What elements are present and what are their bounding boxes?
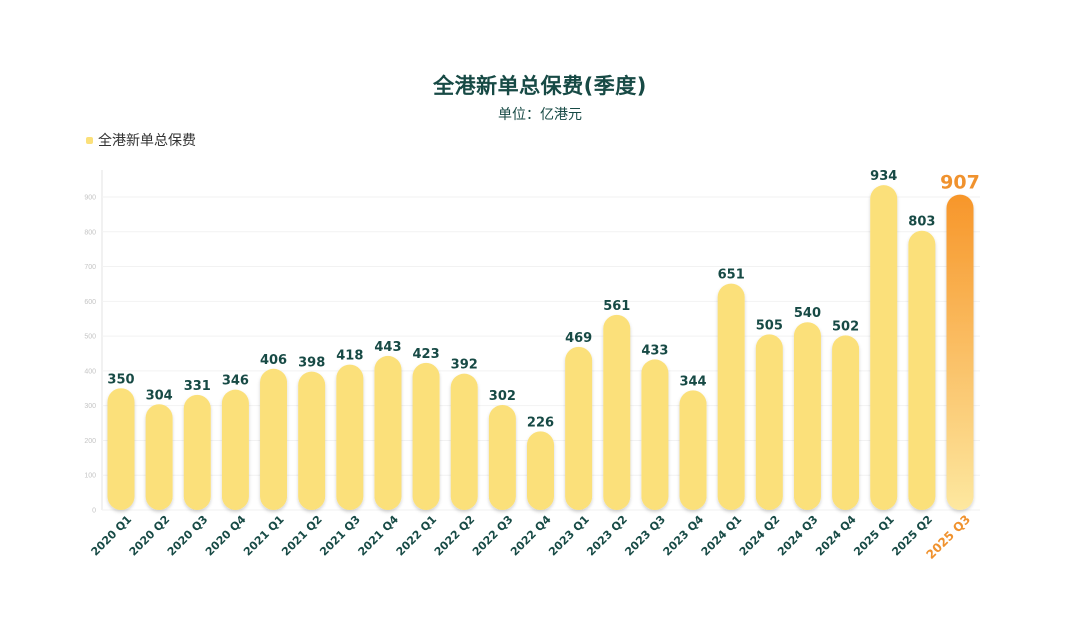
x-tick-label: 2023 Q2	[584, 513, 630, 559]
bar-2020-q4	[221, 389, 249, 510]
bar-2021-q2	[298, 371, 326, 510]
bar-2023-q1	[565, 346, 593, 510]
x-tick-label: 2024 Q1	[699, 513, 745, 559]
data-label: 433	[641, 343, 668, 358]
x-tick-label: 2022 Q3	[470, 513, 516, 559]
x-tick-label: 2020 Q4	[203, 513, 249, 559]
bar-2022-q3	[488, 404, 516, 510]
legend-label: 全港新单总保费	[98, 133, 196, 149]
x-tick-label: 2020 Q1	[89, 513, 135, 559]
bar-2024-q2	[755, 334, 783, 510]
bar-2021-q4	[374, 355, 402, 510]
data-label: 502	[832, 319, 859, 334]
bar-2021-q3	[336, 364, 364, 510]
data-label: 226	[527, 415, 554, 430]
data-label: 540	[794, 306, 821, 321]
x-tick-label: 2022 Q4	[508, 513, 554, 559]
legend: 全港新单总保费	[86, 130, 196, 150]
y-tick-label: 200	[84, 438, 96, 445]
bar-2023-q3	[641, 359, 669, 510]
data-label: 304	[146, 388, 173, 403]
y-tick-label: 900	[84, 195, 96, 202]
bar-2020-q3	[183, 394, 211, 510]
y-tick-label: 100	[84, 473, 96, 480]
bar-2020-q1	[107, 388, 135, 510]
bar-2023-q2	[603, 314, 631, 510]
data-label: 392	[451, 358, 478, 373]
data-label: 803	[908, 215, 935, 230]
x-tick-label: 2021 Q4	[356, 513, 402, 559]
data-label: 344	[679, 374, 706, 389]
data-label: 561	[603, 299, 630, 314]
data-label: 651	[718, 268, 745, 283]
x-tick-label: 2021 Q1	[241, 513, 287, 559]
y-tick-label: 400	[84, 368, 96, 375]
data-label: 346	[222, 374, 249, 389]
y-tick-label: 600	[84, 299, 96, 306]
bar-2022-q1	[412, 362, 440, 510]
chart-subtitle: 单位：亿港元	[498, 107, 582, 123]
bar-2025-q2	[908, 230, 936, 511]
data-label: 398	[298, 356, 325, 371]
x-tick-label: 2023 Q4	[661, 513, 707, 559]
x-tick-label: 2021 Q3	[317, 513, 363, 559]
x-tick-label: 2024 Q3	[775, 513, 821, 559]
y-tick-label: 0	[92, 508, 96, 515]
chart-title: 全港新单总保费(季度)	[433, 74, 647, 98]
y-tick-label: 800	[84, 229, 96, 236]
bar-2021-q1	[260, 368, 288, 510]
x-tick-label: 2022 Q2	[432, 513, 478, 559]
bar-2025-q1	[870, 185, 898, 511]
data-label: 418	[336, 349, 363, 364]
data-label: 302	[489, 389, 516, 404]
data-label: 350	[107, 372, 134, 387]
x-tick-label: 2020 Q2	[127, 513, 173, 559]
data-label: 907	[940, 172, 980, 194]
x-tick-label: 2025 Q1	[851, 513, 897, 559]
bar-2024-q1	[717, 283, 745, 510]
x-tick-label: 2021 Q2	[279, 513, 325, 559]
data-label: 443	[374, 340, 401, 355]
data-label: 505	[756, 318, 783, 333]
x-tick-label: 2023 Q3	[622, 513, 668, 559]
x-tick-label: 2022 Q1	[394, 513, 440, 559]
x-tick-label: 2023 Q1	[546, 513, 592, 559]
data-label: 934	[870, 169, 897, 184]
data-label: 406	[260, 353, 287, 368]
bar-2024-q3	[793, 322, 821, 510]
y-tick-label: 500	[84, 334, 96, 341]
bar-2022-q2	[450, 373, 478, 510]
bar-2025-q3	[946, 194, 974, 510]
bar-2020-q2	[145, 404, 173, 510]
x-tick-label: 2024 Q4	[813, 513, 859, 559]
data-label: 331	[184, 379, 211, 394]
bar-2022-q4	[527, 431, 554, 510]
bar-2023-q4	[679, 390, 707, 510]
x-tick-label: 2020 Q3	[165, 513, 211, 559]
x-tick-label: 2024 Q2	[737, 513, 783, 559]
bar-2024-q4	[832, 335, 860, 510]
data-label: 423	[413, 347, 440, 362]
y-tick-label: 300	[84, 403, 96, 410]
legend-swatch	[86, 136, 93, 144]
y-tick-label: 700	[84, 264, 96, 271]
data-label: 469	[565, 331, 592, 346]
